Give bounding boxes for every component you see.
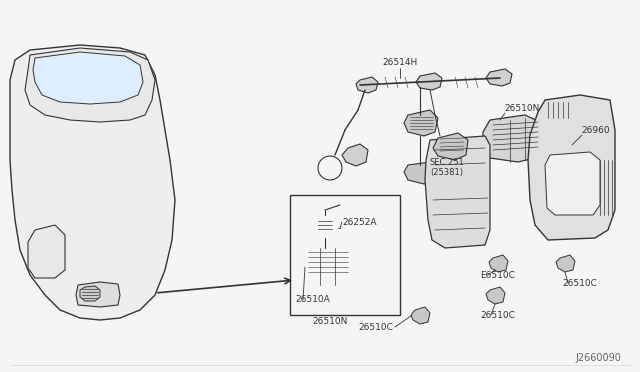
Bar	[290, 195, 400, 315]
Text: 26960: 26960	[581, 125, 610, 135]
Polygon shape	[416, 73, 442, 90]
Polygon shape	[489, 255, 508, 272]
Text: J2660090: J2660090	[575, 353, 621, 363]
Polygon shape	[342, 144, 368, 166]
Polygon shape	[425, 136, 490, 248]
Polygon shape	[545, 152, 600, 215]
Polygon shape	[10, 45, 175, 320]
Text: 26510N: 26510N	[504, 103, 540, 112]
Polygon shape	[80, 286, 100, 301]
Text: 26252A: 26252A	[342, 218, 376, 227]
Polygon shape	[300, 244, 358, 285]
Text: 26510C: 26510C	[358, 323, 393, 331]
Polygon shape	[483, 115, 542, 162]
Text: 26510C: 26510C	[480, 311, 515, 320]
Text: 26510A: 26510A	[295, 295, 330, 305]
Text: (25381): (25381)	[430, 167, 463, 176]
Polygon shape	[33, 52, 143, 104]
Polygon shape	[556, 255, 575, 272]
Text: E6510C: E6510C	[480, 270, 515, 279]
Polygon shape	[404, 110, 438, 136]
Text: 26510N: 26510N	[312, 317, 348, 327]
Polygon shape	[528, 95, 615, 240]
Text: SEC.251: SEC.251	[430, 157, 465, 167]
Polygon shape	[28, 225, 65, 278]
Polygon shape	[486, 287, 505, 304]
Polygon shape	[312, 215, 338, 237]
Polygon shape	[486, 69, 512, 86]
Polygon shape	[433, 133, 468, 160]
Text: 26510C: 26510C	[562, 279, 597, 288]
Polygon shape	[404, 162, 438, 184]
Polygon shape	[25, 48, 155, 122]
Text: 26514H: 26514H	[382, 58, 417, 67]
Polygon shape	[356, 77, 378, 93]
Polygon shape	[411, 307, 430, 324]
Polygon shape	[76, 282, 120, 307]
